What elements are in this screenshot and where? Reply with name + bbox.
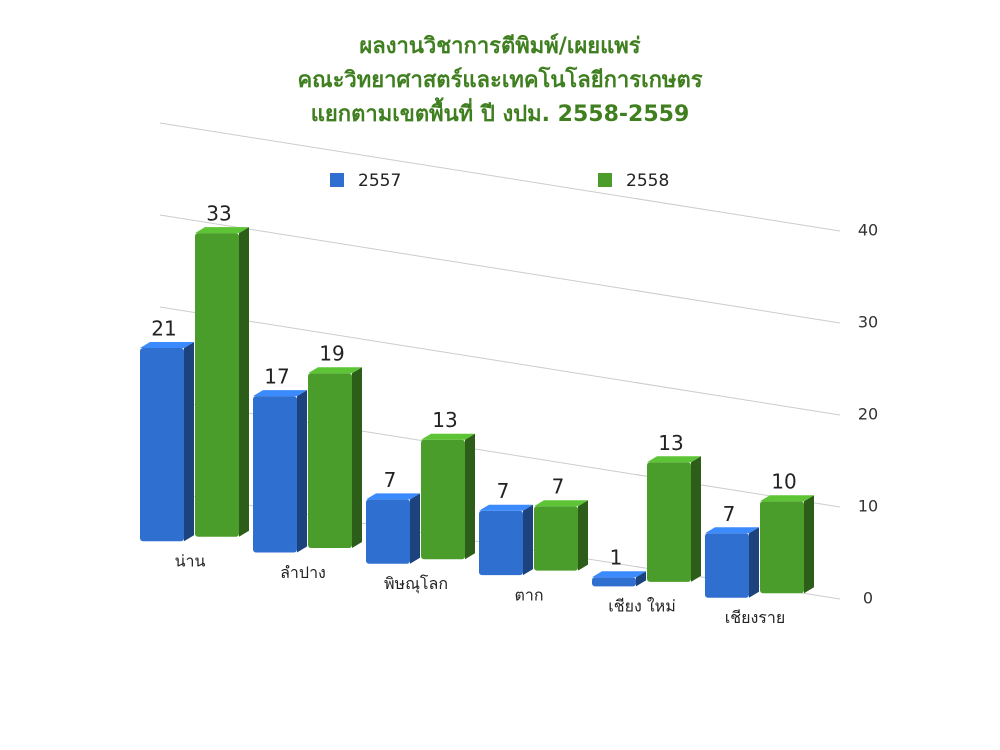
value-label: 21 [151,317,176,341]
legend-swatch [330,173,344,187]
x-tick-label: พิษณุโลก [384,574,448,594]
x-tick-label: น่าน [175,552,206,571]
value-label: 13 [658,431,683,455]
bar-side [352,367,362,548]
value-label: 7 [723,502,736,526]
bar-side [578,500,588,571]
bar [647,462,691,582]
bar [760,501,804,594]
legend-swatch [598,173,612,187]
bar-side [523,504,533,576]
bar-side [691,456,701,582]
bar [253,396,297,553]
y-tick-label: 30 [858,313,878,332]
grid-line [159,214,841,324]
value-label: 13 [432,408,457,432]
x-tick-label: ลำปาง [280,563,326,582]
bar [421,439,465,560]
bar-top [705,527,759,534]
bar-top [140,342,194,348]
bar-top [366,493,420,500]
grid-line [159,122,841,232]
y-tick-label: 40 [858,221,878,240]
value-label: 33 [206,202,231,226]
bar [308,373,352,548]
chart-title: คณะวิทยาศาสตร์และเทคโนโลยีการเกษตร [297,66,702,93]
bar-top [308,367,362,374]
bar [479,510,523,576]
bar-side [410,493,420,564]
chart-title: แยกตามเขตพื้นที่ ปี งปม. 2558-2559 [311,97,690,127]
y-tick-label: 10 [858,497,878,516]
value-label: 1 [610,546,623,570]
value-label: 10 [771,470,796,494]
bar-top [592,571,646,578]
bar-top [534,500,588,507]
legend-label: 2558 [626,171,669,191]
chart-title: ผลงานวิชาการตีพิมพ์/เผยแพร่ [359,33,640,59]
x-tick-label: เชียง ใหม่ [608,597,676,616]
bar-side [465,433,475,560]
bar-top [479,504,533,511]
bar [195,233,239,537]
legend-label: 2557 [358,171,401,191]
bar-side [636,571,646,587]
y-tick-label: 0 [863,589,873,608]
bar-top [195,227,249,234]
bar-side [749,527,759,598]
bar-side [297,390,307,553]
bar [705,533,749,598]
value-label: 17 [264,365,289,389]
bar [592,577,636,587]
value-label: 7 [384,468,397,492]
bar [366,499,410,564]
bar-top [647,456,701,463]
bar [534,506,578,571]
value-label: 19 [319,342,344,366]
bar-side [804,495,814,594]
bar-top [421,433,475,440]
x-tick-label: เชียงราย [725,608,785,627]
grid-line [159,306,841,416]
x-tick-label: ตาก [514,585,543,604]
y-tick-label: 20 [858,405,878,424]
value-label: 7 [497,479,510,503]
bar-top [760,495,814,502]
bar-side [184,342,194,542]
value-label: 7 [552,475,565,499]
bar [140,348,184,542]
bar-side [239,227,249,537]
bar-top [253,390,307,397]
